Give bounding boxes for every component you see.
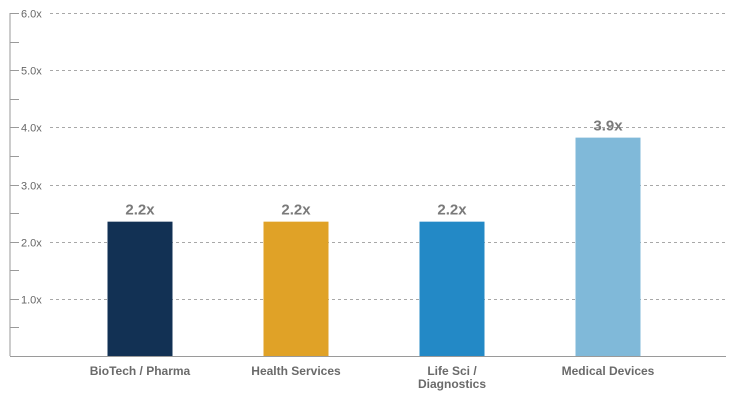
y-tick-label: 3.0x	[21, 181, 42, 193]
data-label-medical-devices: 3.9x	[593, 118, 623, 135]
y-tick-label: 1.0x	[21, 295, 42, 307]
bar-biotech	[107, 221, 173, 356]
category-label-biotech: BioTech / Pharma	[90, 364, 191, 378]
category-label-medical-devices: Medical Devices	[562, 364, 655, 378]
y-tick-label: 2.0x	[21, 238, 42, 250]
gridlines	[50, 13, 726, 300]
category-label-life-sci: Life Sci / Diagnostics	[418, 364, 486, 391]
x-axis-labels: BioTech / Pharma Health Services Life Sci …	[90, 364, 655, 391]
y-tick-label: 5.0x	[21, 66, 42, 78]
data-labels: 2.2x 2.2x 2.2x 3.9x	[125, 118, 623, 219]
y-tick-label: 6.0x	[21, 9, 42, 21]
bar-life-sci	[419, 221, 485, 356]
data-label-health-services: 2.2x	[281, 202, 311, 219]
bar-health-services	[263, 221, 329, 356]
data-label-biotech: 2.2x	[125, 202, 155, 219]
y-axis: 1.0x 2.0x 3.0x 4.0x 5.0x 6.0x	[9, 9, 726, 357]
bar-medical-devices	[575, 137, 641, 356]
category-label-health-services: Health Services	[251, 364, 341, 378]
data-label-life-sci: 2.2x	[437, 202, 467, 219]
bars	[107, 137, 641, 356]
y-tick-label: 4.0x	[21, 123, 42, 135]
